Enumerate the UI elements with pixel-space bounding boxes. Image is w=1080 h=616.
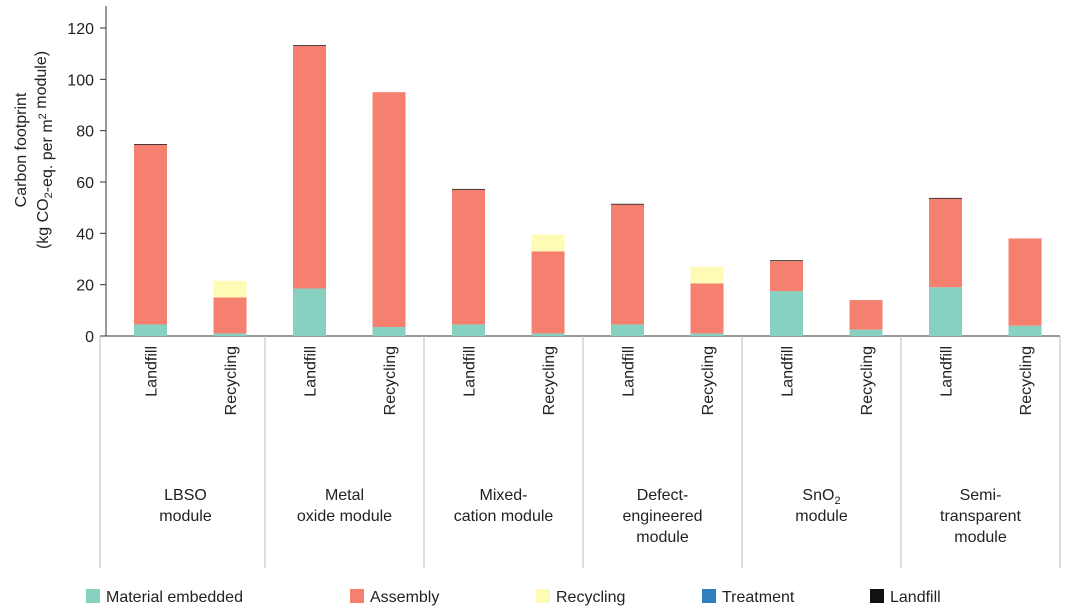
bar-segment: [531, 234, 565, 252]
y-tick-label: 0: [85, 329, 94, 346]
y-tick-label: 40: [76, 226, 94, 243]
y-tick-label: 120: [67, 21, 94, 38]
category-label: Landfill: [939, 346, 956, 397]
bar-segment: [213, 297, 247, 334]
bar-segment: [611, 204, 645, 325]
legend-swatch: [870, 589, 884, 603]
bar-segment: [1008, 325, 1042, 336]
bar-segment: [293, 45, 327, 289]
bar-segment: [452, 189, 486, 325]
legend-swatch: [86, 589, 100, 603]
bar-segment: [531, 333, 565, 336]
legend-swatch: [536, 589, 550, 603]
bar-segment: [929, 287, 963, 336]
bar-segment: [134, 144, 168, 145]
category-label: Recycling: [700, 346, 717, 415]
category-label: Landfill: [303, 346, 320, 397]
category-label: Landfill: [462, 346, 479, 397]
category-label: Recycling: [382, 346, 399, 415]
legend-swatch: [350, 589, 364, 603]
bar-segment: [372, 92, 406, 328]
bar-segment: [293, 288, 327, 336]
bar-segment: [611, 324, 645, 336]
category-label: Recycling: [1018, 346, 1035, 415]
category-label: Recycling: [859, 346, 876, 415]
bar-segment: [929, 197, 963, 199]
legend-label: Landfill: [890, 589, 941, 606]
y-axis-label-line2: (kg CO2-eq. per m2 module): [33, 51, 56, 249]
y-axis-label-line1: Carbon footprint: [13, 92, 30, 207]
y-tick-label: 80: [76, 124, 94, 141]
group-label: module: [636, 529, 689, 546]
group-label: Mixed-: [479, 487, 527, 504]
bar-segment: [531, 251, 565, 334]
category-label: Recycling: [541, 346, 558, 415]
bar-segment: [690, 283, 724, 334]
bar-segment: [770, 261, 804, 292]
category-label: Landfill: [621, 346, 638, 397]
legend-label: Assembly: [370, 589, 439, 606]
bar-segment: [213, 280, 247, 298]
bar-segment: [770, 260, 804, 262]
bar-segment: [849, 300, 883, 330]
group-label: Semi-: [960, 487, 1002, 504]
group-label: module: [954, 529, 1007, 546]
y-axis-label: Carbon footprint(kg CO2-eq. per m2 modul…: [13, 51, 56, 249]
legend-label: Recycling: [556, 589, 625, 606]
group-label: Metal: [325, 487, 364, 504]
bar-segment: [929, 198, 963, 288]
category-label: Landfill: [144, 346, 161, 397]
group-label: oxide module: [297, 508, 392, 525]
group-label: module: [159, 508, 212, 525]
bar-segment: [452, 324, 486, 336]
group-label: LBSO: [164, 487, 207, 504]
group-label: engineered: [622, 508, 702, 525]
legend-label: Material embedded: [106, 589, 243, 606]
bar-segment: [134, 144, 168, 325]
group-label: SnO2: [802, 487, 840, 507]
bar-segment: [134, 324, 168, 336]
legend-label: Treatment: [722, 589, 795, 606]
bar-segment: [452, 188, 486, 190]
group-label: module: [795, 508, 848, 525]
bar-segment: [690, 333, 724, 336]
group-label: transparent: [940, 508, 1021, 525]
y-tick-label: 100: [67, 72, 94, 89]
group-label: Defect-: [637, 487, 689, 504]
bar-segment: [372, 327, 406, 336]
y-tick-label: 60: [76, 175, 94, 192]
bar-segment: [1008, 238, 1042, 326]
group-label: cation module: [454, 508, 554, 525]
bar-segment: [690, 266, 724, 284]
bar-segment: [293, 45, 327, 46]
category-label: Landfill: [780, 346, 797, 397]
bar-segment: [849, 329, 883, 336]
legend-swatch: [702, 589, 716, 603]
y-tick-label: 20: [76, 278, 94, 295]
bar-segment: [611, 203, 645, 205]
bar-segment: [213, 333, 247, 336]
bar-segment: [770, 291, 804, 336]
category-label: Recycling: [223, 346, 240, 415]
